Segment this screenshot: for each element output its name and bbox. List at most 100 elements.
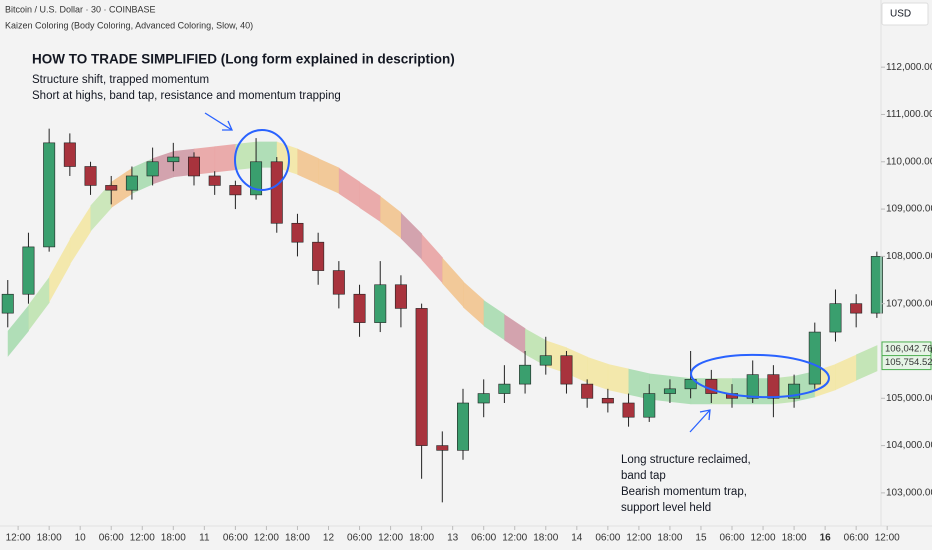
candle-body	[374, 284, 387, 323]
candle-body	[188, 156, 200, 177]
band-segment	[49, 238, 71, 303]
candle-body	[270, 161, 283, 224]
candle-body	[332, 270, 345, 295]
candle-body	[622, 402, 635, 418]
x-tick-label: 06:00	[719, 533, 744, 544]
candle-body	[250, 161, 263, 196]
symbol: Bitcoin / U.S. Dollar · 30 · COINBASE	[5, 4, 156, 14]
candle-body	[415, 308, 428, 446]
band-segment	[504, 314, 526, 355]
annotation-line: Short at highs, band tap, resistance and…	[32, 90, 341, 102]
candle-body	[436, 445, 449, 451]
band-segment	[256, 141, 278, 168]
price-label: 105,754.52	[885, 357, 932, 368]
band-segment	[359, 181, 381, 223]
x-tick-label: 06:00	[595, 533, 620, 544]
band-segment	[463, 281, 485, 327]
x-tick-label: 18:00	[657, 533, 682, 544]
chart-title: HOW TO TRADE SIMPLIFIED (Long form expla…	[32, 52, 455, 67]
annotation-line: support level held	[621, 502, 711, 514]
annotation-line: Structure shift, trapped momentum	[32, 74, 209, 86]
candle-body	[767, 374, 780, 399]
band-segment	[607, 363, 630, 395]
band-segment	[856, 345, 878, 381]
x-tick-label: 12:00	[6, 533, 31, 544]
band-segment	[28, 276, 50, 331]
band-segment	[400, 212, 423, 260]
band-segment	[587, 356, 609, 390]
y-tick-label: 111,000.00	[886, 109, 932, 120]
x-tick-label: 18:00	[37, 533, 62, 544]
x-tick-label: 14	[571, 533, 583, 544]
candle-body	[870, 256, 883, 314]
plot-area	[1, 128, 883, 503]
y-tick-label: 107,000.00	[886, 298, 932, 309]
x-tick-label: 12:00	[875, 533, 900, 544]
band-segment	[318, 158, 340, 194]
band-segment	[338, 167, 361, 208]
candle-body	[663, 388, 676, 394]
annotation-line: band tap	[621, 470, 666, 482]
drawings	[204, 112, 830, 433]
y-tick-label: 110,000.00	[886, 156, 932, 167]
candle-body	[43, 142, 56, 248]
candle-body	[746, 374, 759, 399]
x-tick-label: 06:00	[99, 533, 124, 544]
candle-body	[208, 175, 221, 186]
x-tick-label: 06:00	[223, 533, 248, 544]
band-segment	[380, 196, 402, 239]
price-label-box	[881, 355, 932, 371]
candle-body	[167, 156, 180, 163]
x-tick-label: 12:00	[751, 533, 776, 544]
arrow-drawing	[204, 112, 234, 131]
candle-body	[519, 364, 532, 385]
band-segment	[69, 205, 92, 265]
band-segment	[835, 354, 857, 390]
y-tick-label: 104,000.00	[886, 440, 932, 451]
x-tick-label: 18:00	[782, 533, 807, 544]
x-tick-label: 12	[323, 533, 335, 544]
x-tick-label: 06:00	[347, 533, 372, 544]
candle-body	[560, 355, 573, 385]
x-tick-label: 15	[695, 533, 707, 544]
x-tick-label: 12:00	[130, 533, 155, 544]
x-tick-label: 10	[75, 533, 87, 544]
x-tick-label: 06:00	[844, 533, 869, 544]
candle-body	[63, 142, 76, 167]
candle-body	[229, 185, 242, 196]
band-segment	[442, 257, 464, 308]
band-segment	[421, 233, 443, 284]
candle-body	[125, 175, 138, 191]
currency[interactable]: USD	[890, 9, 911, 20]
band-segment	[214, 144, 236, 173]
x-tick-label: 12:00	[626, 533, 651, 544]
candle-body	[105, 185, 118, 191]
candle-body	[788, 383, 801, 399]
candle-body	[394, 284, 407, 309]
circle-drawing	[690, 353, 830, 399]
y-tick-label: 112,000.00	[886, 62, 932, 73]
band-segment	[7, 304, 29, 357]
currency-button[interactable]	[881, 2, 929, 26]
band-segment	[297, 148, 319, 185]
y-tick-label: 103,000.00	[886, 488, 932, 499]
candle-body	[684, 379, 697, 390]
band-segment	[90, 181, 112, 232]
y-tick-label: 109,000.00	[886, 204, 932, 215]
price-label: 106,042.76	[885, 343, 932, 354]
candle-body	[291, 222, 304, 243]
candle-body	[353, 293, 366, 323]
candle-body	[22, 246, 35, 295]
y-tick-label: 108,000.00	[886, 251, 932, 262]
x-tick-label: 18:00	[533, 533, 558, 544]
arrow-drawing	[689, 409, 711, 433]
band-segment	[483, 300, 505, 341]
x-tick-label: 11	[199, 533, 210, 544]
candle-body	[850, 303, 863, 314]
candle-body	[84, 166, 97, 186]
indicator: Kaizen Coloring (Body Coloring, Advanced…	[5, 20, 253, 30]
annotations: Structure shift, trapped momentum Short a…	[32, 74, 751, 514]
x-tick-label: 16	[820, 533, 832, 544]
circle-drawing	[234, 129, 290, 191]
